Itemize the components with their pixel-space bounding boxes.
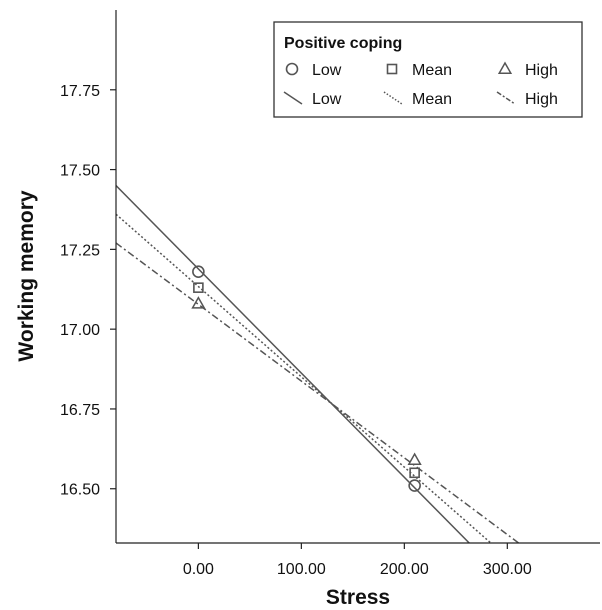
legend-line-mean bbox=[383, 91, 403, 105]
y-tick-label: 16.50 bbox=[60, 482, 100, 499]
fit-line-mean bbox=[116, 213, 492, 543]
x-axis-title: Stress bbox=[326, 586, 390, 609]
legend-line-low bbox=[283, 91, 303, 105]
legend: Positive coping Low Low Mean Mean High High bbox=[273, 21, 583, 118]
point-high-1 bbox=[407, 452, 422, 465]
x-tick-label: 200.00 bbox=[380, 561, 429, 578]
y-axis-title: Working memory bbox=[15, 190, 38, 361]
y-tick-label: 17.75 bbox=[60, 83, 100, 100]
x-tick-label: 100.00 bbox=[277, 561, 326, 578]
plot-area bbox=[116, 185, 520, 543]
y-tick-label: 17.00 bbox=[60, 322, 100, 339]
legend-title: Positive coping bbox=[284, 35, 402, 52]
legend-line-high bbox=[496, 91, 516, 105]
fit-line-high bbox=[116, 242, 520, 543]
point-mean-1 bbox=[409, 467, 420, 479]
legend-marker-mean bbox=[386, 63, 398, 75]
x-tick-label: 0.00 bbox=[183, 561, 214, 578]
point-high-0 bbox=[191, 296, 206, 309]
legend-box bbox=[273, 21, 583, 118]
legend-marker-low bbox=[285, 62, 299, 76]
x-tick-label: 300.00 bbox=[483, 561, 532, 578]
point-mean-0 bbox=[193, 282, 204, 293]
legend-point-label: Mean bbox=[412, 62, 452, 79]
y-tick-label: 17.50 bbox=[60, 163, 100, 180]
legend-point-label: High bbox=[525, 62, 558, 79]
series-group bbox=[116, 185, 520, 543]
legend-line-label: High bbox=[525, 91, 558, 108]
legend-line-label: Low bbox=[312, 91, 342, 108]
legend-point-label: Low bbox=[312, 62, 342, 79]
legend-line-label: Mean bbox=[412, 91, 452, 108]
axes: 16.50 16.75 17.00 17.25 17.50 17.75 0.00 100.00… bbox=[60, 10, 600, 578]
y-tick-label: 16.75 bbox=[60, 402, 100, 419]
legend-marker-high bbox=[497, 61, 513, 74]
point-low-0 bbox=[192, 265, 205, 279]
fit-line-low bbox=[116, 185, 470, 543]
y-tick-label: 17.25 bbox=[60, 242, 100, 259]
point-low-1 bbox=[408, 479, 421, 492]
